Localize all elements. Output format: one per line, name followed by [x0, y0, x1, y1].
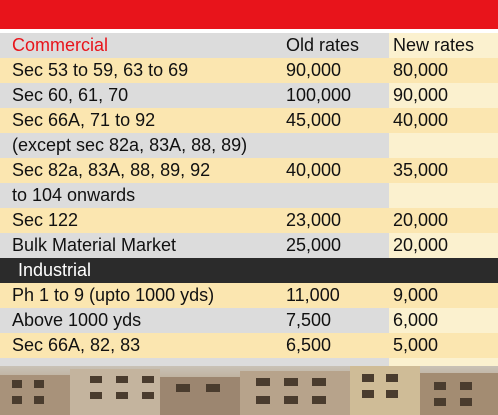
window-shape [434, 398, 446, 406]
window-shape [116, 376, 128, 383]
area-cell: Sec 66A, 71 to 92 [0, 108, 282, 133]
new-rate-cell: 5,000 [389, 333, 498, 358]
window-shape [386, 390, 398, 398]
table-row: Ph 1 to 9 (upto 1000 yds) 11,000 9,000 [0, 283, 498, 308]
area-cell: Sec 60, 61, 70 [12, 85, 129, 105]
area-cell: Ph 1 to 9 (upto 1000 yds) [0, 283, 282, 308]
area-cell: Sec 82a, 83A, 88, 89, 92 [0, 158, 282, 183]
old-rate-cell: 100,000 [286, 85, 352, 105]
area-cell: Sec 66A, 82, 83 [0, 333, 282, 358]
area-cell: Above 1000 yds [12, 310, 142, 330]
new-rate-cell: 35,000 [389, 158, 498, 183]
window-shape [142, 392, 154, 399]
old-rate-cell: 7,500 [286, 310, 332, 330]
table-row: Sec 122 23,000 20,000 [0, 208, 498, 233]
new-rate-cell: 40,000 [389, 108, 498, 133]
old-rates-heading: Old rates [286, 35, 360, 55]
window-shape [312, 378, 326, 386]
old-rate-cell: 25,000 [286, 235, 342, 255]
table-row: Sec 66A, 71 to 92 45,000 40,000 [0, 108, 498, 133]
new-column-tail [389, 358, 498, 369]
window-shape [176, 384, 190, 392]
area-cell: Sec 53 to 59, 63 to 69 [0, 58, 282, 83]
area-cell: to 104 onwards [12, 185, 136, 205]
table-row: Sec 53 to 59, 63 to 69 90,000 80,000 [0, 58, 498, 83]
window-shape [434, 382, 446, 390]
rates-table: Commercial Old rates New rates Sec 53 to… [0, 33, 498, 369]
table-footer-spacer [0, 358, 498, 369]
table-header-row: Commercial Old rates New rates [0, 33, 498, 58]
old-rate-cell: 11,000 [282, 283, 389, 308]
window-shape [206, 384, 220, 392]
building-shape [350, 366, 420, 415]
new-rate-cell: 20,000 [389, 233, 498, 258]
category-heading: Commercial [12, 35, 109, 55]
table-row: Sec 82a, 83A, 88, 89, 92 40,000 35,000 [0, 158, 498, 183]
window-shape [362, 390, 374, 398]
window-shape [256, 396, 270, 404]
building-shape [160, 377, 240, 415]
new-rate-cell: 80,000 [389, 58, 498, 83]
window-shape [460, 382, 472, 390]
area-cell: Bulk Material Market [12, 235, 177, 255]
window-shape [362, 374, 374, 382]
window-shape [116, 392, 128, 399]
table-row: Sec 66A, 82, 83 6,500 5,000 [0, 333, 498, 358]
window-shape [34, 380, 44, 388]
table-row: Bulk Material Market 25,000 20,000 [0, 233, 498, 258]
window-shape [312, 396, 326, 404]
table-row: (except sec 82a, 83A, 88, 89) [0, 133, 498, 158]
new-rate-cell: 6,000 [389, 308, 498, 333]
window-shape [90, 376, 102, 383]
old-rate-cell [282, 133, 389, 158]
old-rate-cell: 90,000 [282, 58, 389, 83]
area-cell: (except sec 82a, 83A, 88, 89) [12, 135, 248, 155]
table-row: to 104 onwards [0, 183, 498, 208]
window-shape [34, 396, 44, 404]
old-rate-cell [282, 183, 389, 208]
table-row: Above 1000 yds 7,500 6,000 [0, 308, 498, 333]
old-rate-cell: 45,000 [282, 108, 389, 133]
window-shape [90, 392, 102, 399]
old-rate-cell: 40,000 [282, 158, 389, 183]
window-shape [256, 378, 270, 386]
new-rate-cell: 20,000 [389, 208, 498, 233]
buildings-photo-strip [0, 366, 498, 415]
window-shape [12, 380, 22, 388]
new-rates-heading: New rates [389, 33, 498, 58]
window-shape [284, 396, 298, 404]
new-rate-cell [389, 133, 498, 158]
window-shape [12, 396, 22, 404]
window-shape [460, 398, 472, 406]
section-header-industrial: Industrial [0, 258, 498, 283]
old-rate-cell: 6,500 [282, 333, 389, 358]
area-cell: Sec 122 [0, 208, 282, 233]
section-title: Industrial [18, 260, 92, 280]
building-shape [420, 373, 498, 415]
old-rate-cell: 23,000 [282, 208, 389, 233]
window-shape [142, 376, 154, 383]
window-shape [386, 374, 398, 382]
new-rate-cell [389, 183, 498, 208]
top-red-bar [0, 0, 498, 29]
new-rate-cell: 90,000 [389, 83, 498, 108]
new-rate-cell: 9,000 [389, 283, 498, 308]
window-shape [284, 378, 298, 386]
table-row: Sec 60, 61, 70 100,000 90,000 [0, 83, 498, 108]
